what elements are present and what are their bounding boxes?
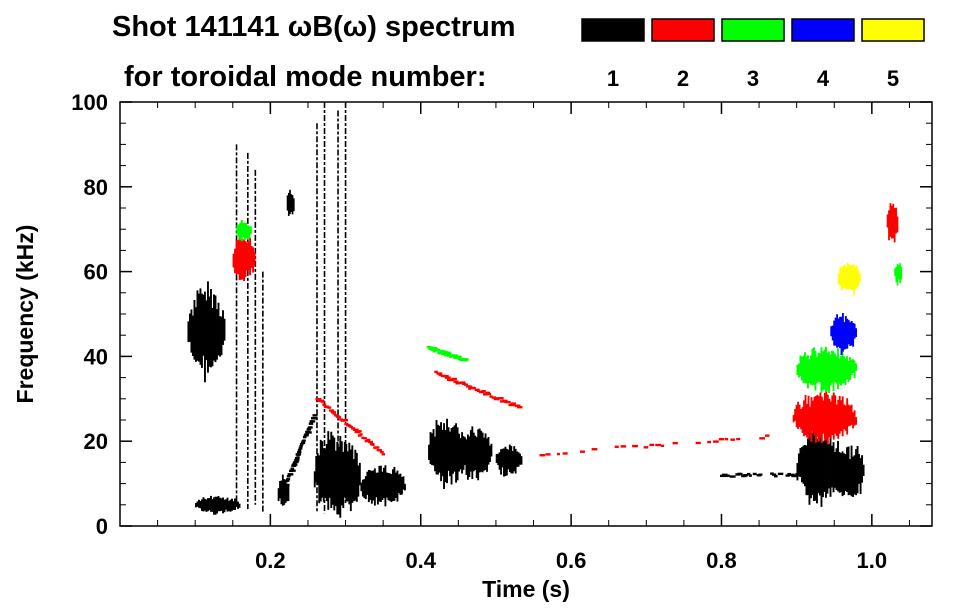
legend-swatch-mode-1	[581, 18, 645, 42]
mode-4-feature-blob	[830, 313, 858, 356]
mode-2-feature-chirp	[434, 370, 523, 409]
mode-2-feature-blob	[886, 203, 899, 243]
y-tick-label: 40	[84, 344, 108, 369]
x-axis-label: Time (s)	[482, 576, 570, 602]
chart-subtitle: for toroidal mode number:	[124, 61, 487, 93]
legend-label-mode-3: 3	[747, 66, 759, 91]
legend-swatch-mode-5	[861, 18, 925, 42]
legend-label-mode-5: 5	[887, 66, 899, 91]
axis-ticks: 0.2 0.4 0.6 0.8 1.0 0 20 40 60 80 100	[71, 90, 932, 573]
y-tick-label: 60	[84, 260, 108, 285]
x-tick-label: 0.2	[255, 548, 286, 573]
mode-2-feature-line	[539, 434, 770, 457]
y-tick-label: 20	[84, 429, 108, 454]
y-tick-label: 100	[71, 90, 108, 115]
legend-label-mode-2: 2	[677, 66, 689, 91]
y-tick-label: 0	[96, 514, 108, 539]
mode-3-feature-blob	[236, 220, 252, 242]
mode-1-feature-blob	[286, 189, 295, 216]
mode-3-feature-blob	[796, 346, 858, 393]
legend-label-mode-4: 4	[817, 66, 830, 91]
legend-swatch-mode-2	[651, 18, 715, 42]
mode-2-feature-blob	[792, 391, 858, 445]
mode-1-feature-blob	[277, 474, 290, 506]
mode-1-feature-blob	[194, 495, 241, 515]
mode-1-feature-blob	[360, 465, 406, 507]
mode-1-feature-blob	[458, 426, 493, 481]
x-tick-label: 0.8	[706, 548, 737, 573]
mode-1-feature-blob	[187, 281, 226, 383]
mode-1-feature-line	[719, 472, 801, 478]
mode-2-feature-chirp	[315, 398, 386, 456]
chart-title: Shot 141141 ωB(ω) spectrum	[112, 11, 516, 43]
mode-1-feature-chirp	[283, 414, 318, 487]
y-axis-label: Frequency (kHz)	[12, 225, 38, 404]
mode-1-feature-blob	[796, 425, 842, 507]
mode-2-feature-blob	[232, 235, 256, 282]
mode-3-feature-blob	[894, 263, 903, 286]
x-tick-label: 1.0	[857, 548, 888, 573]
mode-3-feature-chirp	[426, 345, 469, 362]
legend-swatch-mode-4	[791, 18, 855, 42]
legend-label-mode-1: 1	[607, 66, 619, 91]
x-tick-label: 0.4	[405, 548, 436, 573]
x-tick-label: 0.6	[556, 548, 587, 573]
legend-swatch-mode-3	[721, 18, 785, 42]
mode-5-feature-blob	[837, 262, 861, 295]
y-tick-label: 80	[84, 175, 108, 200]
mode-1-feature-blob	[834, 445, 865, 497]
plot-area	[187, 102, 903, 518]
mode-1-feature-blob	[495, 444, 523, 477]
mode-legend: 1 2 3 4 5	[581, 18, 925, 91]
